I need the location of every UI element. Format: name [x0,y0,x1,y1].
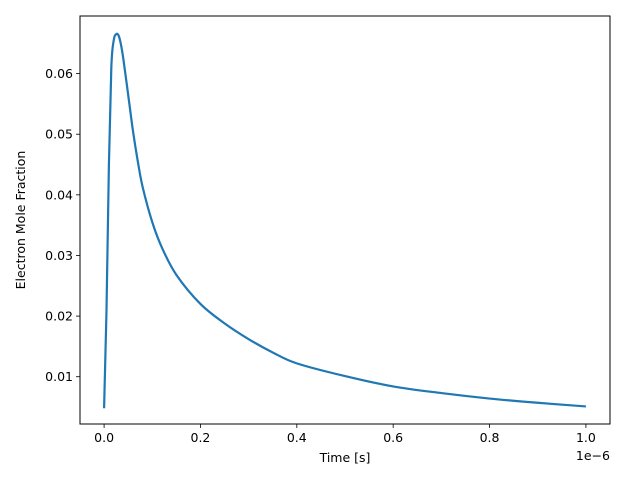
x-tick-label: 0.8 [480,430,500,445]
series-line [102,32,586,409]
y-axis-label: Electron Mole Fraction [13,151,28,290]
x-tick-label: 0.6 [383,430,403,445]
plot-area [102,32,586,409]
y-tick-label: 0.05 [45,127,73,142]
y-axis: 0.01 0.02 0.03 0.04 0.05 0.06 [45,66,80,384]
y-tick-label: 0.03 [45,248,73,263]
x-tick-label: 0.0 [94,430,114,445]
x-tick-label: 0.4 [287,430,307,445]
y-tick-label: 0.01 [45,369,73,384]
y-tick-label: 0.02 [45,309,73,324]
x-axis: 0.0 0.2 0.4 0.6 0.8 1.0 [94,424,596,445]
axes-frame [79,15,611,425]
y-tick-label: 0.06 [45,66,73,81]
x-offset-label: 1e−6 [576,448,610,463]
x-tick-label: 0.2 [191,430,211,445]
y-tick-label: 0.04 [45,187,73,202]
x-tick-label: 1.0 [576,430,596,445]
x-axis-label: Time [s] [319,450,371,465]
